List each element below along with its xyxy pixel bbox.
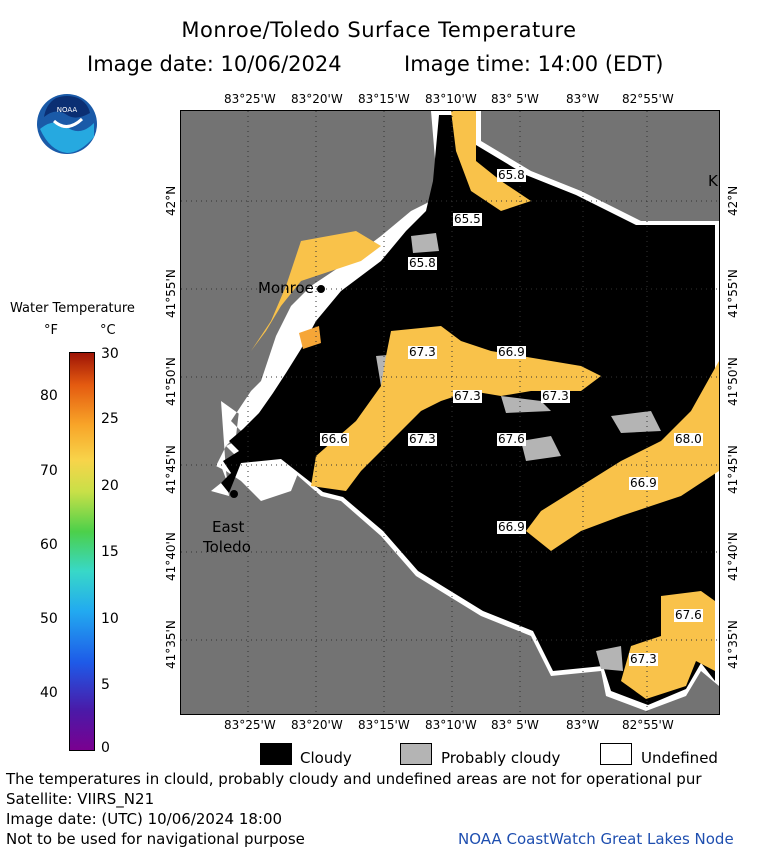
legend-probably-cloudy-swatch: [400, 743, 432, 765]
lon-tick-top: 82°55'W: [622, 92, 674, 106]
c-tick: 30: [101, 346, 119, 362]
lat-tick-right: 41°45'N: [726, 445, 740, 494]
c-tick: 25: [101, 411, 119, 427]
map-title: Monroe/Toledo Surface Temperature: [181, 18, 577, 42]
lon-tick-top: 83°25'W: [224, 92, 276, 106]
footer-nav-note: Not to be used for navigational purpose: [6, 830, 305, 848]
lat-tick-right: 42°N: [726, 185, 740, 216]
temp-label: 67.3: [408, 432, 437, 446]
lon-tick-top: 83° 5'W: [491, 92, 539, 106]
lat-tick-right: 41°35'N: [726, 620, 740, 669]
f-tick: 60: [40, 537, 58, 553]
f-tick: 50: [40, 611, 58, 627]
temp-label: 66.9: [497, 345, 526, 359]
lon-tick-top: 83°W: [566, 92, 600, 106]
lon-tick-bottom: 83°15'W: [358, 718, 410, 732]
lat-tick-left: 41°55'N: [164, 269, 178, 318]
footer-note: The temperatures in clould, probably clo…: [6, 770, 702, 788]
place-toledo: Toledo: [203, 538, 251, 556]
temp-label: 65.8: [497, 168, 526, 182]
f-tick: 70: [40, 463, 58, 479]
map-area[interactable]: [180, 110, 720, 715]
temp-label: 68.0: [674, 432, 703, 446]
image-time: Image time: 14:00 (EDT): [404, 52, 664, 76]
temp-label: 66.9: [629, 476, 658, 490]
place-east: East: [212, 518, 245, 536]
colorbar-title: Water Temperature: [10, 301, 135, 316]
footer-credit: NOAA CoastWatch Great Lakes Node: [458, 830, 734, 848]
lon-tick-top: 83°10'W: [425, 92, 477, 106]
c-tick: 0: [101, 740, 110, 756]
temp-label: 67.3: [541, 389, 570, 403]
city-dot: [230, 490, 238, 498]
lat-tick-right: 41°50'N: [726, 357, 740, 406]
c-tick: 10: [101, 611, 119, 627]
c-tick: 20: [101, 478, 119, 494]
unit-fahrenheit: °F: [44, 323, 58, 338]
noaa-logo-text: NOAA: [57, 106, 78, 114]
legend-cloudy-label: Cloudy: [300, 749, 352, 767]
footer-utc-date: Image date: (UTC) 10/06/2024 18:00: [6, 810, 283, 828]
legend-undefined-label: Undefined: [641, 749, 718, 767]
temp-label: 66.6: [320, 432, 349, 446]
temp-label: 65.5: [453, 212, 482, 226]
cloudy-area: [221, 115, 715, 705]
noaa-logo: NOAA: [36, 93, 98, 155]
temp-label: 65.8: [408, 256, 437, 270]
lon-tick-bottom: 83° 5'W: [491, 718, 539, 732]
lat-tick-left: 41°45'N: [164, 445, 178, 494]
temp-label: 67.3: [629, 652, 658, 666]
f-tick: 80: [40, 388, 58, 404]
lon-tick-bottom: 83°W: [566, 718, 600, 732]
temp-label: 66.9: [497, 520, 526, 534]
city-dot: [317, 285, 325, 293]
lon-tick-top: 83°15'W: [358, 92, 410, 106]
legend-undefined-swatch: [600, 743, 632, 765]
legend-probably-cloudy-label: Probably cloudy: [441, 749, 561, 767]
lat-tick-right: 41°40'N: [726, 532, 740, 581]
lon-tick-bottom: 82°55'W: [622, 718, 674, 732]
footer-satellite: Satellite: VIIRS_N21: [6, 790, 155, 808]
temp-label: 67.6: [497, 432, 526, 446]
lat-tick-left: 41°40'N: [164, 532, 178, 581]
warm-water-east: [526, 361, 719, 551]
lat-tick-right: 41°55'N: [726, 269, 740, 318]
temp-label: 67.3: [408, 345, 437, 359]
lon-tick-bottom: 83°20'W: [291, 718, 343, 732]
lat-tick-left: 41°35'N: [164, 620, 178, 669]
lon-tick-bottom: 83°25'W: [224, 718, 276, 732]
lon-tick-top: 83°20'W: [291, 92, 343, 106]
c-tick: 5: [101, 677, 110, 693]
lat-tick-left: 41°50'N: [164, 357, 178, 406]
legend-cloudy-swatch: [260, 743, 292, 765]
place-k: K: [708, 172, 718, 190]
unit-celsius: °C: [100, 323, 116, 338]
lon-tick-bottom: 83°10'W: [425, 718, 477, 732]
warm-water-north-shore: [251, 231, 381, 351]
map-svg: [181, 111, 719, 714]
temperature-colorbar: [69, 352, 95, 751]
temp-label: 67.3: [453, 389, 482, 403]
lat-tick-left: 42°N: [164, 185, 178, 216]
f-tick: 40: [40, 685, 58, 701]
warm-water-north: [451, 111, 531, 211]
graticule: [181, 111, 719, 714]
c-tick: 15: [101, 544, 119, 560]
warm-water-central: [311, 326, 601, 491]
temp-label: 67.6: [674, 608, 703, 622]
place-monroe: Monroe: [258, 279, 314, 297]
image-date: Image date: 10/06/2024: [87, 52, 342, 76]
